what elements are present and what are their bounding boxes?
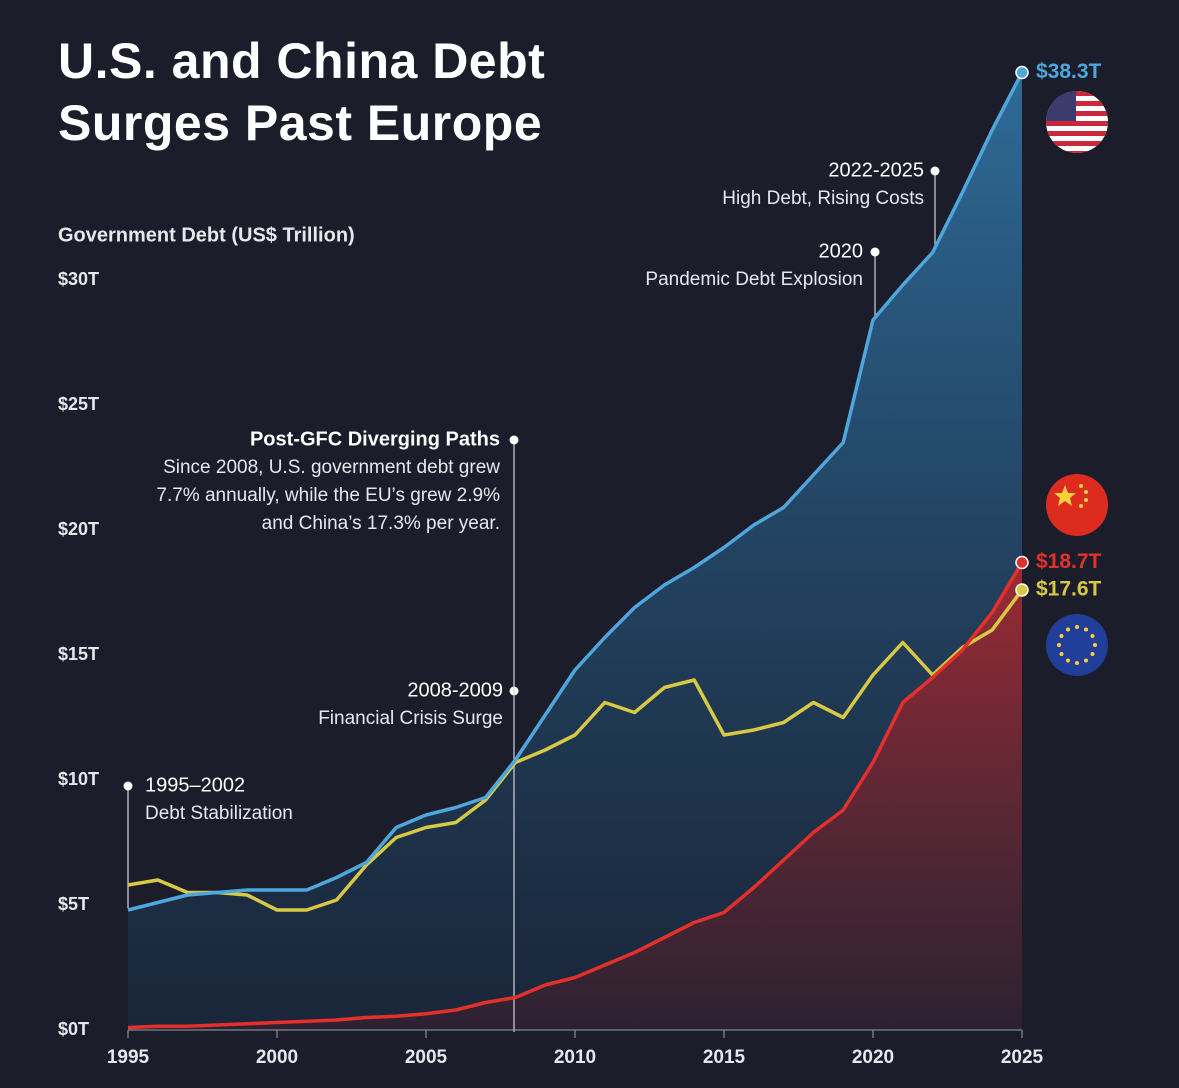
end-dot: [1015, 65, 1029, 80]
annotation-text: High Debt, Rising Costs: [722, 188, 924, 209]
annotation-title: 2008-2009: [407, 679, 503, 701]
annotation-dot: [930, 166, 940, 176]
y-tick-label: $10T: [58, 769, 99, 789]
annotation-title: Post-GFC Diverging Paths: [250, 428, 500, 450]
end-dot: [1015, 583, 1029, 597]
end-label: $17.6T: [1036, 578, 1102, 601]
annotation-text: Pandemic Debt Explosion: [645, 269, 863, 290]
us-flag: [1046, 91, 1108, 153]
eu-flag: [1046, 614, 1108, 676]
end-label: $18.7T: [1036, 550, 1102, 573]
annotation-title: 1995–2002: [145, 774, 245, 796]
end-dot: [1015, 555, 1029, 570]
y-tick-label: $20T: [58, 519, 99, 539]
x-tick-label: 2005: [405, 1047, 448, 1068]
china-flag: [1046, 474, 1108, 536]
annotation-dot: [509, 435, 519, 445]
y-axis-label: Government Debt (US$ Trillion): [58, 224, 355, 246]
y-tick-label: $30T: [58, 269, 99, 289]
x-tick-label: 2000: [256, 1047, 298, 1068]
x-tick-label: 2010: [554, 1047, 596, 1068]
x-tick-label: 1995: [107, 1047, 150, 1068]
y-tick-label: $15T: [58, 644, 99, 664]
y-tick-label: $25T: [58, 394, 99, 414]
chart-title: U.S. and China Debt Surges Past Europe: [58, 33, 546, 151]
y-tick-label: $0T: [58, 1019, 89, 1039]
y-tick-label: $5T: [58, 894, 89, 914]
annotation-title: 2022-2025: [828, 159, 924, 181]
annotation-text: Since 2008, U.S. government debt grew: [163, 457, 500, 478]
annotation-title: 2020: [819, 240, 864, 262]
x-tick-label: 2015: [703, 1047, 746, 1068]
line: [127, 561, 1024, 1030]
annotation-text: and China’s 17.3% per year.: [262, 513, 500, 534]
area: [128, 562, 1022, 1030]
area: [128, 72, 1022, 1030]
annotation-text: 7.7% annually, while the EU’s grew 2.9%: [156, 485, 500, 506]
x-tick-label: 2020: [852, 1047, 894, 1068]
annotation-dot: [123, 781, 133, 791]
annotation-dot: [870, 247, 880, 257]
x-tick-label: 2025: [1001, 1047, 1044, 1068]
annotation-text: Debt Stabilization: [145, 803, 293, 824]
annotation-text: Financial Crisis Surge: [318, 708, 503, 729]
line: [127, 71, 1024, 912]
line: [127, 588, 1024, 912]
end-label: $38.3T: [1036, 60, 1102, 83]
